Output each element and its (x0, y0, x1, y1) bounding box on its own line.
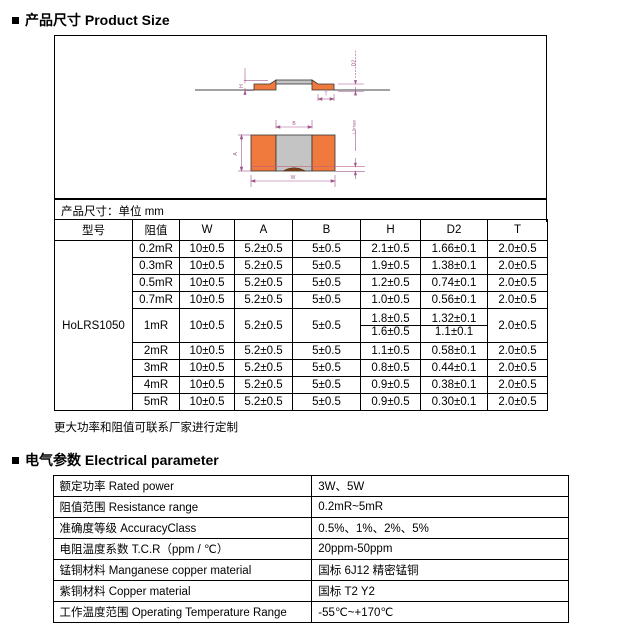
svg-text:W: W (291, 175, 296, 181)
svg-text:D2: D2 (352, 60, 358, 67)
svg-text:T: T (324, 92, 327, 98)
svg-text:L3max: L3max (351, 119, 356, 133)
svg-text:A: A (233, 152, 239, 156)
svg-text:H: H (239, 84, 245, 88)
svg-text:B: B (292, 121, 296, 127)
